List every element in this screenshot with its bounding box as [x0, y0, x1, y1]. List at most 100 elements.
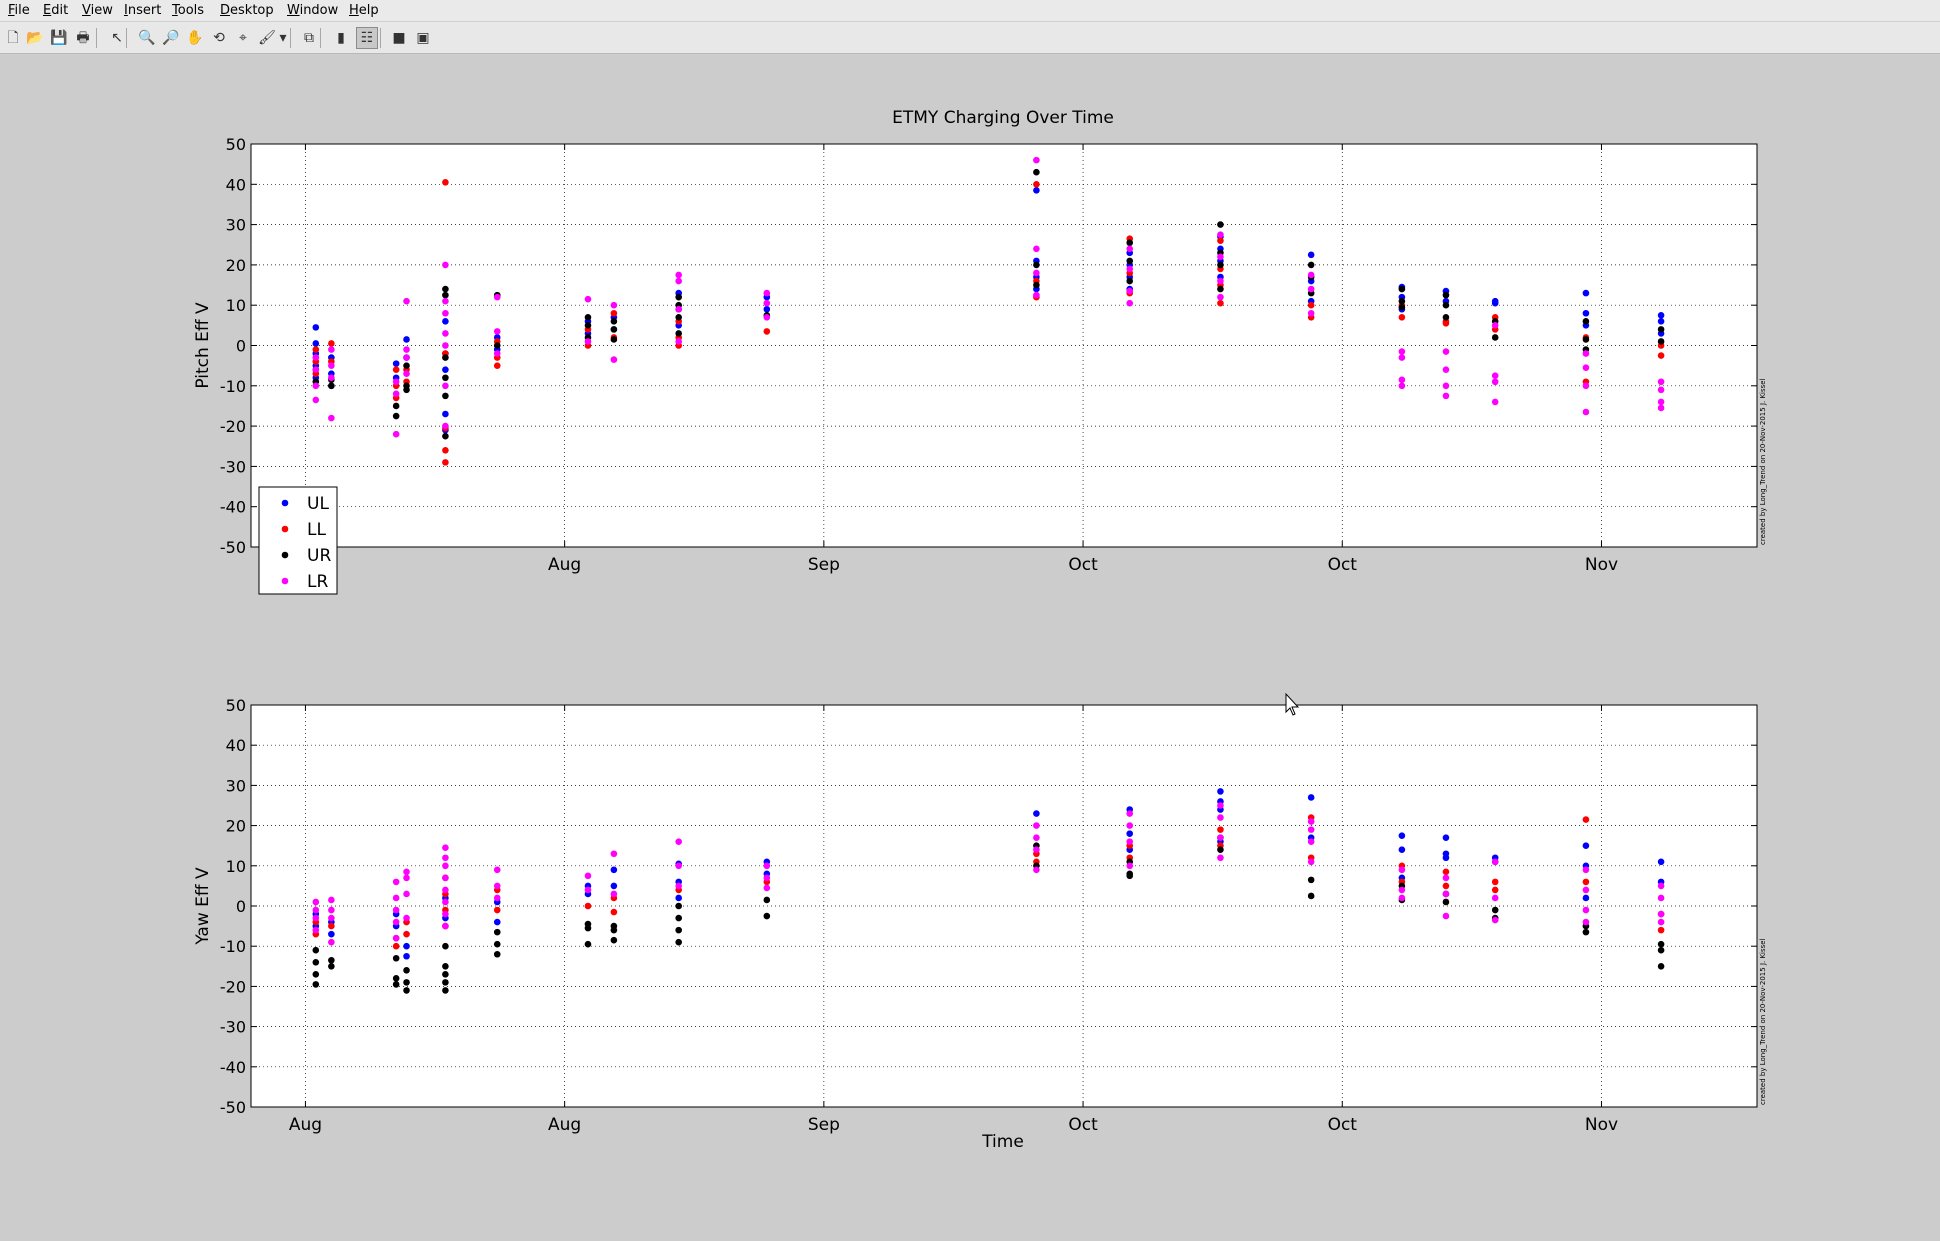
axes-yaw[interactable]: 50 40 30 20 10 0 -10 -20 -30 -40 -50 Aug Aug Sep Oct Oc…	[193, 696, 1767, 1135]
menu-help[interactable]: Help	[349, 3, 379, 18]
y-tick-label: 20	[226, 256, 246, 275]
open-file-icon[interactable]: 📂	[26, 30, 44, 46]
data-point-ur	[1398, 297, 1406, 305]
menu-window[interactable]: Window	[287, 3, 338, 18]
data-point-lr	[675, 271, 682, 279]
menu-view[interactable]: View	[82, 3, 113, 18]
data-point-ll	[1657, 926, 1665, 934]
data-point-lr	[584, 295, 592, 303]
data-point-ur	[442, 942, 449, 950]
brush-icon[interactable]: 🖌	[258, 30, 276, 46]
edit-plot-arrow-icon[interactable]: ↖	[111, 30, 123, 46]
data-point-lr	[1582, 408, 1590, 416]
data-point-ll	[1491, 886, 1499, 894]
data-point-ul	[403, 942, 410, 950]
data-point-ul	[312, 340, 320, 347]
data-point-ll	[763, 328, 771, 335]
toolbar-separator	[290, 28, 291, 48]
save-icon[interactable]: 💾	[50, 30, 68, 46]
data-point-ur	[675, 926, 682, 934]
zoom-out-icon[interactable]: 🔎	[162, 30, 180, 46]
data-point-lr	[392, 878, 400, 886]
data-point-lr	[1217, 253, 1224, 261]
data-point-ur	[442, 374, 449, 382]
menu-bar: File Edit View Insert Tools Desktop Window Help	[0, 0, 1940, 22]
print-icon[interactable]: 🖶	[76, 30, 90, 46]
data-point-lr	[1582, 350, 1590, 357]
data-point-ul	[442, 410, 449, 418]
data-point-ul	[1582, 842, 1590, 849]
data-point-ll	[584, 902, 592, 910]
menu-desktop[interactable]: Desktop	[220, 3, 274, 18]
data-point-ur	[675, 914, 682, 922]
data-point-ur	[1033, 261, 1040, 269]
legend[interactable]: UL LL UR LR	[258, 486, 338, 595]
link-plot-icon[interactable]: ⧉	[304, 30, 314, 46]
data-point-lr	[1491, 378, 1499, 386]
x-tick-label: Oct	[1068, 1115, 1098, 1135]
data-point-ur	[442, 392, 449, 400]
data-point-ur	[675, 938, 682, 946]
legend-label-ll: LL	[307, 520, 326, 540]
data-point-ur	[610, 326, 618, 333]
data-cursor-icon[interactable]: ⌖	[239, 30, 247, 46]
data-point-ul	[1307, 794, 1315, 801]
data-point-ul	[610, 866, 618, 874]
menu-file[interactable]: File	[8, 3, 30, 18]
data-point-lr	[442, 874, 449, 882]
data-point-lr	[442, 886, 449, 894]
data-point-lr	[328, 938, 335, 946]
data-point-ur	[1657, 326, 1665, 333]
insert-colorbar-icon[interactable]: ▮	[337, 30, 345, 46]
data-point-ul	[403, 952, 410, 960]
new-figure-icon[interactable]: 🗋	[7, 30, 19, 46]
data-point-lr	[493, 866, 501, 874]
data-point-lr	[1217, 293, 1224, 301]
zoom-in-icon[interactable]: 🔍	[138, 30, 156, 46]
data-point-ll	[392, 366, 400, 373]
menu-insert[interactable]: Insert	[124, 3, 161, 18]
data-point-lr	[675, 305, 682, 313]
data-point-ll	[312, 346, 320, 353]
axes-pitch[interactable]: 50403020100-10-20-30-40-50AugAugSepOctOc…	[193, 135, 1767, 575]
data-point-lr	[763, 884, 771, 892]
brush-dropdown-icon[interactable]: ▾	[279, 30, 287, 46]
menu-edit[interactable]: Edit	[43, 3, 68, 18]
show-plot-tools-icon[interactable]: ▣	[416, 30, 430, 46]
data-point-lr	[392, 378, 400, 386]
data-point-lr	[763, 874, 771, 882]
menu-mnemonic: E	[43, 3, 52, 18]
data-point-ur	[403, 979, 410, 986]
y-axis-label: Yaw Eff V	[193, 867, 213, 946]
menu-tools[interactable]: Tools	[172, 3, 204, 18]
rotate-3d-icon[interactable]: ⟲	[213, 30, 225, 46]
hide-plot-tools-icon[interactable]: ■	[392, 30, 406, 46]
data-point-ll	[442, 459, 449, 466]
data-point-ur	[403, 987, 410, 994]
data-point-lr	[442, 309, 449, 317]
data-point-lr	[763, 313, 771, 321]
pan-hand-icon[interactable]: ✋	[186, 30, 204, 46]
y-tick-label: 0	[236, 337, 246, 356]
data-point-lr	[442, 910, 449, 918]
data-point-ul	[403, 336, 410, 343]
data-point-ul	[1126, 830, 1134, 837]
data-point-ur	[312, 946, 320, 954]
data-point-ul	[1582, 894, 1590, 902]
axes-box	[250, 143, 1758, 548]
figure-canvas: ETMY Charging Over Time Time 50 40 30 20 10 0…	[0, 54, 1940, 1237]
data-point-ur	[442, 354, 449, 361]
data-point-lr	[675, 882, 682, 890]
data-point-ll	[610, 908, 618, 916]
data-point-ur	[610, 336, 618, 343]
y-tick-label: 50	[226, 696, 246, 715]
data-point-lr	[442, 854, 449, 862]
axes-box	[250, 704, 1758, 1108]
data-point-lr	[1307, 838, 1315, 845]
data-point-lr	[1491, 894, 1499, 902]
toolbar-separator	[380, 28, 381, 48]
data-point-lr	[1657, 398, 1665, 406]
insert-legend-icon[interactable]: ☷	[356, 27, 378, 49]
data-point-ll	[493, 906, 501, 914]
data-point-ul	[442, 366, 449, 373]
